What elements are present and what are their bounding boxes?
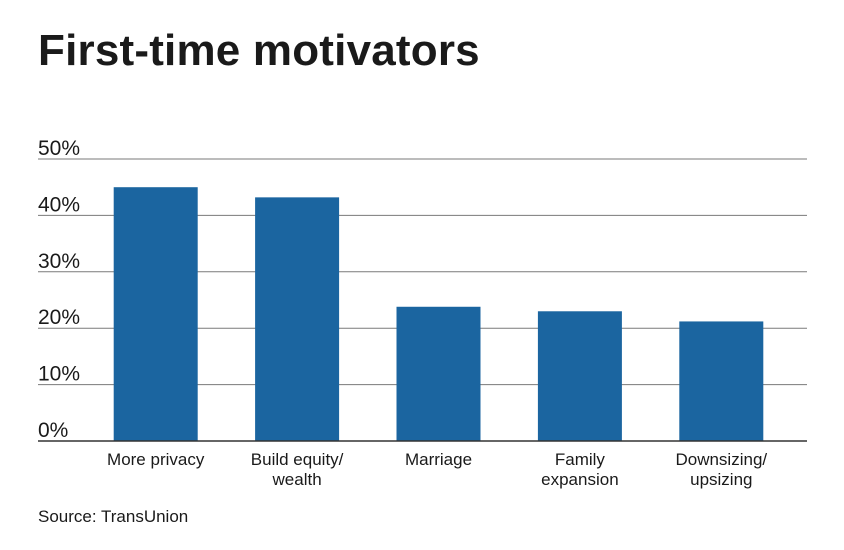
category-label: Family: [555, 450, 606, 469]
bar: [537, 311, 622, 441]
bar: [679, 321, 764, 441]
bar: [396, 306, 481, 441]
category-label: Downsizing/: [675, 450, 767, 469]
category-label: More privacy: [107, 450, 205, 469]
y-tick-label: 0%: [38, 419, 68, 442]
category-label: expansion: [541, 470, 619, 489]
category-label: Build equity/: [251, 450, 344, 469]
y-tick-label: 20%: [38, 306, 80, 329]
bars: [113, 187, 764, 441]
source-note: Source: TransUnion: [38, 507, 189, 526]
bar: [255, 197, 340, 441]
chart-title: First-time motivators: [38, 26, 480, 75]
category-label: upsizing: [690, 470, 752, 489]
y-tick-label: 40%: [38, 193, 80, 216]
y-tick-label: 30%: [38, 250, 80, 273]
bar: [113, 187, 198, 441]
y-tick-label: 10%: [38, 363, 80, 386]
category-labels: More privacy Build equity/wealth Marriage F…: [107, 450, 767, 489]
y-tick-labels: 0% 10% 20% 30% 40% 50%: [38, 137, 80, 442]
category-label: wealth: [272, 470, 322, 489]
category-label: Marriage: [405, 450, 472, 469]
y-tick-label: 50%: [38, 137, 80, 160]
